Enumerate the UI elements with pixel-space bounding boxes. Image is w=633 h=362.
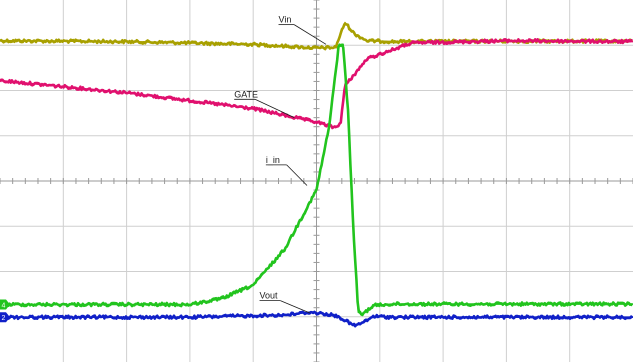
annotation-i-in: i_in (265, 155, 308, 186)
annotation-leader (286, 164, 308, 186)
trace-line (0, 43, 633, 316)
trace-gate (0, 38, 633, 130)
channel-marker-shape (0, 312, 10, 323)
annotation-label: Vin (279, 15, 292, 25)
annotations: Vin GATE i_in Vout (234, 15, 327, 314)
channel-marker-label: 2 (2, 315, 6, 322)
annotation-label: GATE (234, 89, 258, 99)
annotation-vin: Vin (278, 15, 327, 45)
trace-line (0, 311, 633, 327)
channel-marker-label: 4 (2, 303, 6, 310)
annotation-leader (293, 24, 327, 45)
trace-vout (0, 310, 633, 328)
channel-marker-shape (0, 299, 10, 310)
annotation-label: i_in (266, 155, 280, 165)
annotation-leader (280, 300, 311, 314)
annotation-leader (254, 98, 295, 119)
channel-marker-4: 4 (0, 299, 10, 310)
trace-i-in (0, 43, 633, 317)
channel-marker-2: 2 (0, 312, 10, 323)
annotation-vout: Vout (259, 291, 311, 314)
annotation-gate: GATE (234, 89, 295, 119)
annotation-label: Vout (260, 291, 279, 301)
traces (0, 21, 633, 328)
trace-line (0, 39, 633, 129)
channel-markers: 42 (0, 299, 10, 323)
